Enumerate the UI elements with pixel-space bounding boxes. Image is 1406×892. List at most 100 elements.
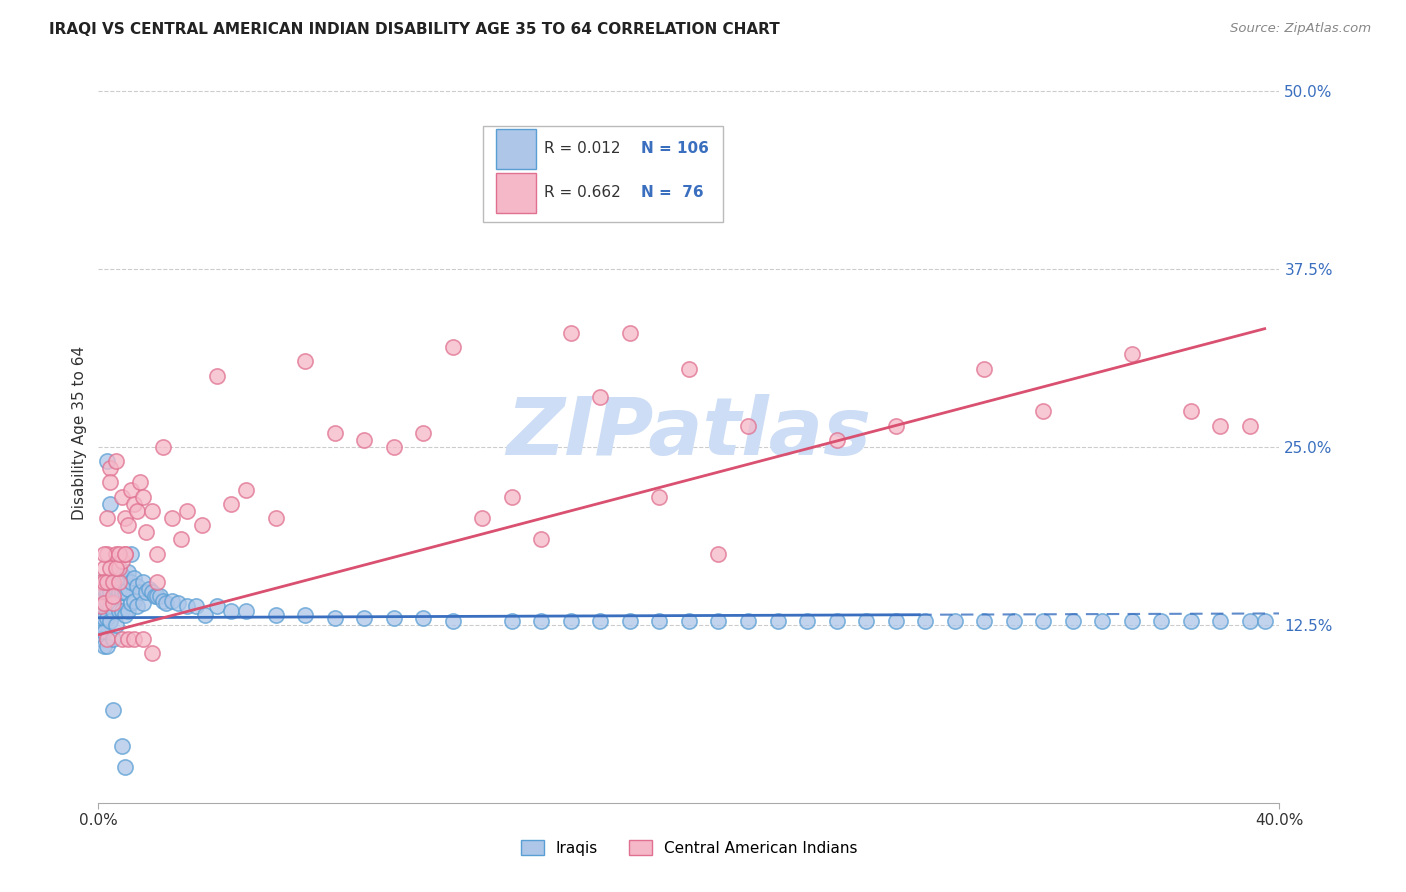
Point: [707, 614, 730, 628]
Point: [105, 582, 128, 597]
Point: [132, 575, 155, 590]
Point: [589, 614, 612, 628]
Point: [1209, 614, 1232, 628]
Point: [105, 547, 128, 561]
Point: [96, 632, 118, 646]
Point: [96, 639, 118, 653]
Point: [96, 575, 118, 590]
Point: [108, 561, 131, 575]
Point: [122, 497, 145, 511]
Y-axis label: Disability Age 35 to 64: Disability Age 35 to 64: [72, 345, 87, 520]
Point: [205, 368, 228, 383]
Point: [149, 590, 172, 604]
Point: [90, 617, 112, 632]
Point: [141, 504, 163, 518]
Point: [120, 597, 142, 611]
Point: [125, 579, 148, 593]
Point: [90, 604, 112, 618]
Point: [98, 475, 121, 490]
Point: [176, 504, 198, 518]
Point: [235, 604, 257, 618]
Legend: Iraqis, Central American Indians: Iraqis, Central American Indians: [515, 834, 863, 862]
Point: [90, 575, 112, 590]
Point: [93, 575, 115, 590]
Point: [93, 561, 115, 575]
Point: [1032, 614, 1054, 628]
Point: [103, 579, 125, 593]
Point: [1091, 614, 1114, 628]
Point: [973, 361, 995, 376]
Point: [619, 326, 641, 340]
Point: [264, 607, 287, 622]
Point: [146, 547, 169, 561]
Point: [93, 582, 115, 597]
Point: [114, 571, 136, 585]
Point: [135, 585, 157, 599]
Point: [294, 607, 316, 622]
Point: [264, 511, 287, 525]
Point: [441, 614, 464, 628]
Point: [152, 440, 174, 454]
Point: [111, 604, 134, 618]
Point: [353, 433, 375, 447]
Point: [103, 597, 125, 611]
Point: [323, 610, 346, 624]
Point: [441, 340, 464, 354]
Point: [707, 547, 730, 561]
Point: [111, 739, 134, 753]
Point: [471, 511, 494, 525]
Point: [973, 614, 995, 628]
Point: [114, 585, 136, 599]
Point: [96, 585, 118, 599]
Point: [143, 590, 166, 604]
Point: [125, 504, 148, 518]
Point: [114, 511, 136, 525]
Point: [96, 511, 118, 525]
Text: Source: ZipAtlas.com: Source: ZipAtlas.com: [1230, 22, 1371, 36]
Point: [943, 614, 966, 628]
Point: [194, 607, 217, 622]
Point: [648, 614, 671, 628]
Point: [1180, 404, 1202, 418]
Point: [501, 614, 523, 628]
Point: [132, 490, 155, 504]
Point: [678, 361, 700, 376]
Point: [1121, 614, 1143, 628]
Point: [93, 610, 115, 624]
Point: [90, 632, 112, 646]
Point: [117, 632, 139, 646]
Point: [294, 354, 316, 368]
Point: [128, 475, 150, 490]
Point: [737, 418, 759, 433]
Point: [105, 561, 128, 575]
Point: [98, 585, 121, 599]
Point: [111, 554, 134, 568]
Point: [105, 617, 128, 632]
Point: [1209, 418, 1232, 433]
Point: [125, 599, 148, 614]
Point: [1150, 614, 1173, 628]
Point: [103, 604, 125, 618]
Point: [98, 461, 121, 475]
Point: [221, 604, 243, 618]
Point: [162, 593, 183, 607]
Point: [105, 454, 128, 468]
Text: R = 0.012: R = 0.012: [544, 142, 620, 156]
Point: [914, 614, 936, 628]
Point: [98, 614, 121, 628]
Point: [96, 547, 118, 561]
Point: [111, 585, 134, 599]
Point: [117, 565, 139, 579]
Point: [146, 590, 169, 604]
Point: [501, 490, 523, 504]
Point: [93, 639, 115, 653]
Point: [412, 425, 434, 440]
Point: [135, 525, 157, 540]
Point: [105, 568, 128, 582]
Point: [737, 614, 759, 628]
Point: [96, 454, 118, 468]
Point: [560, 326, 582, 340]
Point: [96, 575, 118, 590]
Text: IRAQI VS CENTRAL AMERICAN INDIAN DISABILITY AGE 35 TO 64 CORRELATION CHART: IRAQI VS CENTRAL AMERICAN INDIAN DISABIL…: [49, 22, 780, 37]
Point: [235, 483, 257, 497]
